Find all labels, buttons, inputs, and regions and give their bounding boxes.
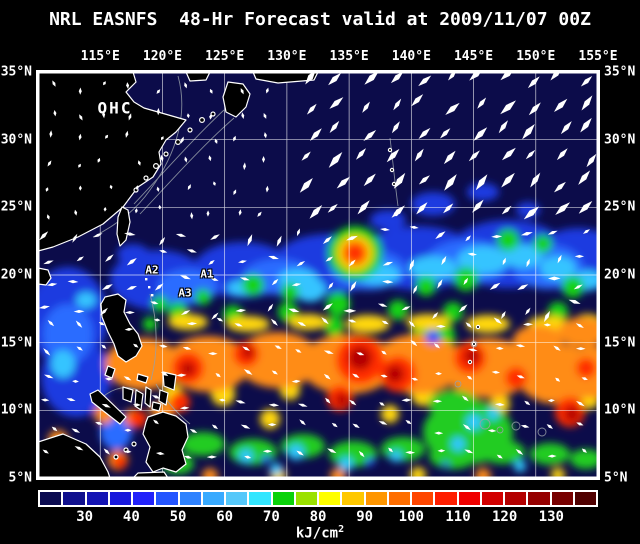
colorbar-segment <box>481 492 503 505</box>
colorbar-tick: 70 <box>262 509 280 525</box>
lat-label: 5°N <box>8 470 32 486</box>
colorbar-segment <box>342 492 364 505</box>
colorbar-segment <box>574 492 596 505</box>
lat-label: 35°N <box>0 64 32 80</box>
lat-label: 30°N <box>604 132 636 148</box>
colorbar-segment <box>133 492 155 505</box>
luzon-island <box>100 293 143 363</box>
ohc-overlay-label: OHC <box>97 98 133 118</box>
lat-label: 20°N <box>604 267 636 283</box>
lat-label: 25°N <box>604 199 636 215</box>
colorbar-segment <box>435 492 457 505</box>
lat-label: 20°N <box>0 267 32 283</box>
map-frame <box>38 72 598 478</box>
colorbar-tick: 90 <box>356 509 374 525</box>
lat-label: 15°N <box>604 335 636 351</box>
china-mainland <box>38 72 187 252</box>
mariana-islands <box>467 324 481 365</box>
lon-label: 135°E <box>329 49 369 64</box>
colorbar-tick: 110 <box>445 509 471 525</box>
colorbar-segment <box>249 492 271 505</box>
honshu-fragment <box>252 72 319 84</box>
colorbar-tick: 60 <box>216 509 234 525</box>
mindanao-island <box>142 411 189 473</box>
lon-label: 130°E <box>267 49 307 64</box>
latitude-axis-right: 35°N 30°N 25°N 20°N 15°N 10°N 5°N <box>602 0 640 544</box>
colorbar-segment <box>179 492 201 505</box>
colorbar-segment <box>319 492 341 505</box>
ohc-color-field <box>38 183 598 478</box>
colorbar-segment <box>202 492 224 505</box>
colorbar <box>38 490 598 507</box>
lon-label: 150°E <box>516 49 556 64</box>
colorbar-segment <box>226 492 248 505</box>
lat-label: 25°N <box>0 199 32 215</box>
lon-label: 125°E <box>205 49 245 64</box>
colorbar-segment <box>109 492 131 505</box>
colorbar-units: kJ/cm2 <box>0 524 640 542</box>
station-label-a2: A2 <box>145 263 159 277</box>
graticule <box>38 72 598 478</box>
lon-label: 115°E <box>80 49 120 64</box>
lat-label: 10°N <box>0 402 32 418</box>
mindoro-island <box>104 365 116 379</box>
colorbar-tick: 40 <box>122 509 140 525</box>
colorbar-segment <box>388 492 410 505</box>
colorbar-segment <box>412 492 434 505</box>
colorbar-tick: 100 <box>398 509 424 525</box>
lon-label: 140°E <box>391 49 431 64</box>
lat-label: 35°N <box>604 64 636 80</box>
colorbar-tick: 80 <box>309 509 327 525</box>
ocean-heat-content-field <box>38 72 598 478</box>
latitude-axis-left: 35°N 30°N 25°N 20°N 15°N 10°N 5°N <box>0 0 34 544</box>
colorbar-segment <box>551 492 573 505</box>
colorbar-segment <box>505 492 527 505</box>
station-label-a3: A3 <box>178 286 192 300</box>
current-vectors <box>38 72 597 459</box>
lon-label: 120°E <box>142 49 183 64</box>
colorbar-segment <box>40 492 62 505</box>
colorbar-segment <box>86 492 108 505</box>
forecast-map: OHC A2 A1 A3 <box>36 70 600 480</box>
colorbar-segment <box>156 492 178 505</box>
colorbar-segment <box>272 492 294 505</box>
lat-label: 5°N <box>604 470 628 486</box>
units-base: kJ/cm <box>295 525 339 542</box>
title: NRL EASNFS 48-Hr Forecast valid at 2009/… <box>49 9 591 30</box>
taiwan-island <box>116 206 131 247</box>
hainan-island <box>38 267 52 286</box>
lat-label: 10°N <box>604 402 636 418</box>
korea-tip <box>185 72 211 82</box>
lat-label: 30°N <box>0 132 32 148</box>
borneo-island <box>38 433 111 478</box>
colorbar-tick: 130 <box>538 509 564 525</box>
units-exponent: 2 <box>338 524 345 535</box>
colorbar-tick-labels: 30 40 50 60 70 80 90 100 110 120 130 <box>0 509 640 525</box>
lat-label: 15°N <box>0 335 32 351</box>
colorbar-segment <box>528 492 550 505</box>
lon-label: 155°E <box>578 49 618 64</box>
colorbar-segment <box>63 492 85 505</box>
colorbar-segment <box>295 492 317 505</box>
bathymetry-contours <box>92 75 547 437</box>
station-markers <box>145 278 154 297</box>
colorbar-segment <box>365 492 387 505</box>
station-label-a1: A1 <box>200 267 214 281</box>
colorbar-tick: 30 <box>76 509 94 525</box>
lon-label: 145°E <box>453 49 494 64</box>
colorbar-segment <box>458 492 480 505</box>
colorbar-tick: 120 <box>492 509 518 525</box>
longitude-axis: 115°E 120°E 125°E 130°E 135°E 140°E 145°E 150°E… <box>0 49 640 66</box>
colorbar-tick: 50 <box>169 509 187 525</box>
